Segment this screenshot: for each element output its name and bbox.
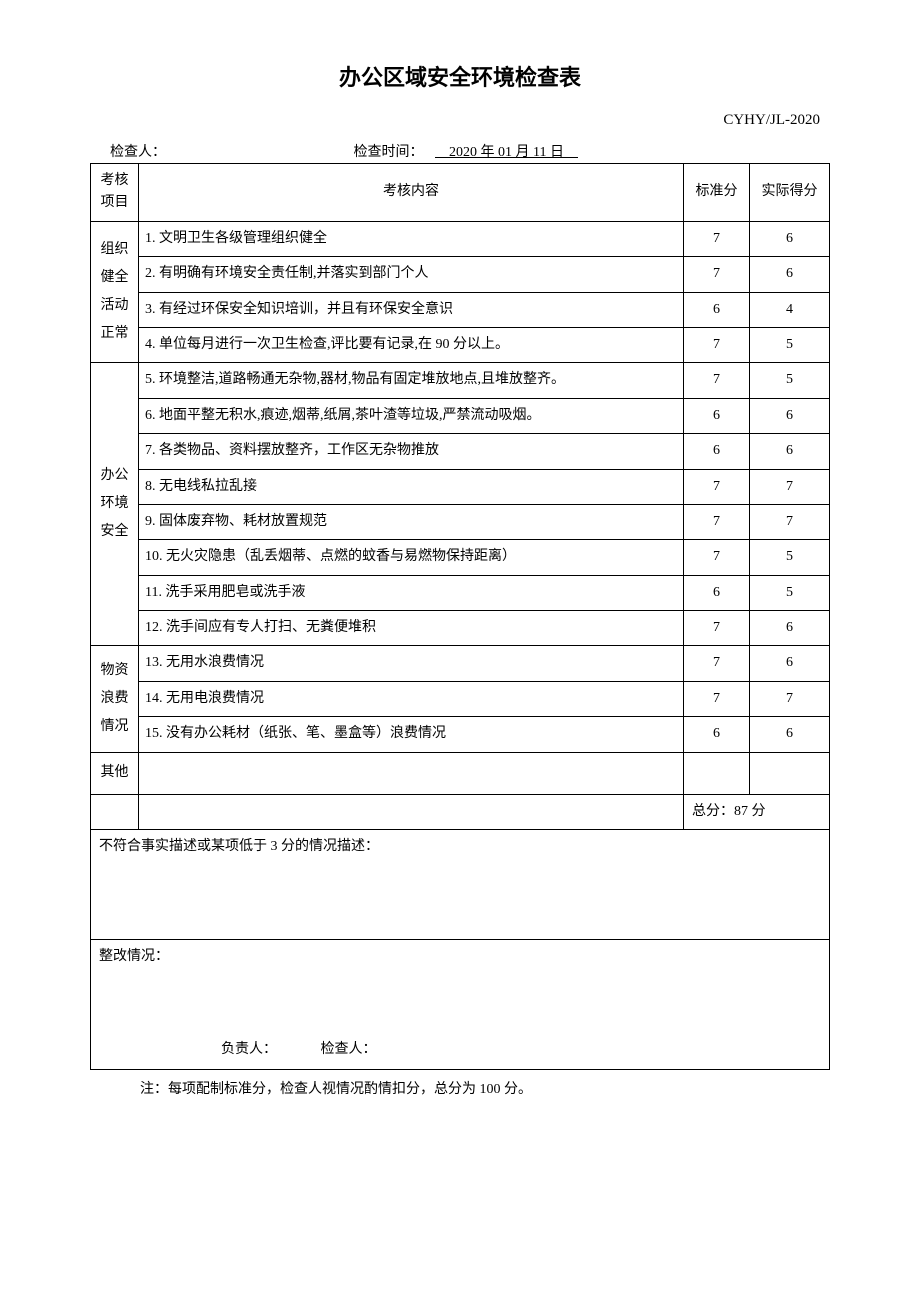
standard-cell: 7 (684, 327, 750, 362)
table-row: 物资浪费情况 13. 无用水浪费情况 7 6 (91, 646, 830, 681)
content-cell: 8. 无电线私拉乱接 (139, 469, 684, 504)
actual-cell: 6 (750, 646, 830, 681)
header-line: 检查人： 检查时间： 2020 年 01 月 11 日 (90, 141, 830, 161)
category-cell: 办公环境安全 (91, 363, 139, 646)
form-title: 办公区域安全环境检查表 (90, 60, 830, 92)
col-content-header: 考核内容 (139, 164, 684, 222)
actual-cell: 7 (750, 469, 830, 504)
other-row: 其他 (91, 752, 830, 794)
other-actual (750, 752, 830, 794)
other-label: 其他 (91, 752, 139, 794)
standard-cell: 6 (684, 434, 750, 469)
table-row: 15. 没有办公耗材（纸张、笔、墨盒等）浪费情况 6 6 (91, 717, 830, 752)
table-row: 7. 各类物品、资料摆放整齐，工作区无杂物推放 6 6 (91, 434, 830, 469)
table-row: 11. 洗手采用肥皂或洗手液 6 5 (91, 575, 830, 610)
standard-cell: 7 (684, 681, 750, 716)
content-cell: 1. 文明卫生各级管理组织健全 (139, 221, 684, 256)
actual-cell: 6 (750, 434, 830, 469)
standard-cell: 7 (684, 469, 750, 504)
inspector-sign-label: 检查人： (321, 1042, 377, 1057)
standard-cell: 7 (684, 540, 750, 575)
actual-cell: 4 (750, 292, 830, 327)
standard-cell: 6 (684, 398, 750, 433)
table-row: 2. 有明确有环境安全责任制,并落实到部门个人 7 6 (91, 257, 830, 292)
content-cell: 15. 没有办公耗材（纸张、笔、墨盒等）浪费情况 (139, 717, 684, 752)
content-cell: 9. 固体废弃物、耗材放置规范 (139, 504, 684, 539)
total-row: 总分：87 分 (91, 794, 830, 829)
table-row: 8. 无电线私拉乱接 7 7 (91, 469, 830, 504)
category-cell: 组织健全活动正常 (91, 221, 139, 363)
total-cell: 总分：87 分 (684, 794, 830, 829)
standard-cell: 6 (684, 575, 750, 610)
standard-cell: 7 (684, 363, 750, 398)
total-label: 总分： (692, 804, 734, 819)
content-cell: 13. 无用水浪费情况 (139, 646, 684, 681)
content-cell: 2. 有明确有环境安全责任制,并落实到部门个人 (139, 257, 684, 292)
actual-cell: 5 (750, 575, 830, 610)
table-row: 9. 固体废弃物、耗材放置规范 7 7 (91, 504, 830, 539)
actual-cell: 6 (750, 221, 830, 256)
col-category-header: 考核项目 (91, 164, 139, 222)
table-row: 3. 有经过环保安全知识培训，并且有环保安全意识 6 4 (91, 292, 830, 327)
actual-cell: 6 (750, 611, 830, 646)
other-std (684, 752, 750, 794)
content-cell: 10. 无火灾隐患（乱丢烟蒂、点燃的蚊香与易燃物保持距离） (139, 540, 684, 575)
inspection-time-label: 检查时间： (354, 141, 424, 161)
content-cell: 12. 洗手间应有专人打扫、无粪便堆积 (139, 611, 684, 646)
table-row: 6. 地面平整无积水,痕迹,烟蒂,纸屑,茶叶渣等垃圾,严禁流动吸烟。 6 6 (91, 398, 830, 433)
footnote: 注：每项配制标准分，检查人视情况酌情扣分，总分为 100 分。 (90, 1078, 830, 1098)
content-cell: 11. 洗手采用肥皂或洗手液 (139, 575, 684, 610)
description-cell: 不符合事实描述或某项低于 3 分的情况描述： (91, 830, 830, 940)
page-container: 办公区域安全环境检查表 CYHY/JL-2020 检查人： 检查时间： 2020… (0, 0, 920, 1138)
content-cell: 6. 地面平整无积水,痕迹,烟蒂,纸屑,茶叶渣等垃圾,严禁流动吸烟。 (139, 398, 684, 433)
inspection-time-value: 2020 年 01 月 11 日 (427, 141, 586, 161)
actual-cell: 5 (750, 540, 830, 575)
standard-cell: 7 (684, 611, 750, 646)
table-row: 组织健全活动正常 1. 文明卫生各级管理组织健全 7 6 (91, 221, 830, 256)
standard-cell: 6 (684, 292, 750, 327)
table-row: 10. 无火灾隐患（乱丢烟蒂、点燃的蚊香与易燃物保持距离） 7 5 (91, 540, 830, 575)
remedy-cell: 整改情况： 负责人： 检查人： (91, 940, 830, 1070)
document-code: CYHY/JL-2020 (90, 112, 830, 129)
col-actual-header: 实际得分 (750, 164, 830, 222)
actual-cell: 5 (750, 327, 830, 362)
actual-cell: 6 (750, 398, 830, 433)
table-header-row: 考核项目 考核内容 标准分 实际得分 (91, 164, 830, 222)
table-row: 4. 单位每月进行一次卫生检查,评比要有记录,在 90 分以上。 7 5 (91, 327, 830, 362)
table-row: 14. 无用电浪费情况 7 7 (91, 681, 830, 716)
actual-cell: 6 (750, 257, 830, 292)
standard-cell: 6 (684, 717, 750, 752)
description-label: 不符合事实描述或某项低于 3 分的情况描述： (99, 839, 379, 854)
actual-cell: 7 (750, 504, 830, 539)
standard-cell: 7 (684, 221, 750, 256)
signature-line: 负责人： 检查人： (221, 1039, 417, 1061)
standard-cell: 7 (684, 504, 750, 539)
content-cell: 3. 有经过环保安全知识培训，并且有环保安全意识 (139, 292, 684, 327)
content-cell: 5. 环境整洁,道路畅通无杂物,器材,物品有固定堆放地点,且堆放整齐。 (139, 363, 684, 398)
description-row: 不符合事实描述或某项低于 3 分的情况描述： (91, 830, 830, 940)
category-cell: 物资浪费情况 (91, 646, 139, 752)
other-content (139, 752, 684, 794)
actual-cell: 5 (750, 363, 830, 398)
inspector-label: 检查人： (110, 141, 350, 161)
total-empty-cat (91, 794, 139, 829)
total-value: 87 分 (734, 804, 766, 819)
table-row: 12. 洗手间应有专人打扫、无粪便堆积 7 6 (91, 611, 830, 646)
content-cell: 4. 单位每月进行一次卫生检查,评比要有记录,在 90 分以上。 (139, 327, 684, 362)
standard-cell: 7 (684, 257, 750, 292)
table-row: 办公环境安全 5. 环境整洁,道路畅通无杂物,器材,物品有固定堆放地点,且堆放整… (91, 363, 830, 398)
remedy-label: 整改情况： (99, 949, 169, 964)
actual-cell: 7 (750, 681, 830, 716)
responsible-label: 负责人： (221, 1042, 277, 1057)
inspection-table: 考核项目 考核内容 标准分 实际得分 组织健全活动正常 1. 文明卫生各级管理组… (90, 163, 830, 1070)
total-empty-content (139, 794, 684, 829)
col-standard-header: 标准分 (684, 164, 750, 222)
remedy-row: 整改情况： 负责人： 检查人： (91, 940, 830, 1070)
actual-cell: 6 (750, 717, 830, 752)
content-cell: 7. 各类物品、资料摆放整齐，工作区无杂物推放 (139, 434, 684, 469)
content-cell: 14. 无用电浪费情况 (139, 681, 684, 716)
standard-cell: 7 (684, 646, 750, 681)
